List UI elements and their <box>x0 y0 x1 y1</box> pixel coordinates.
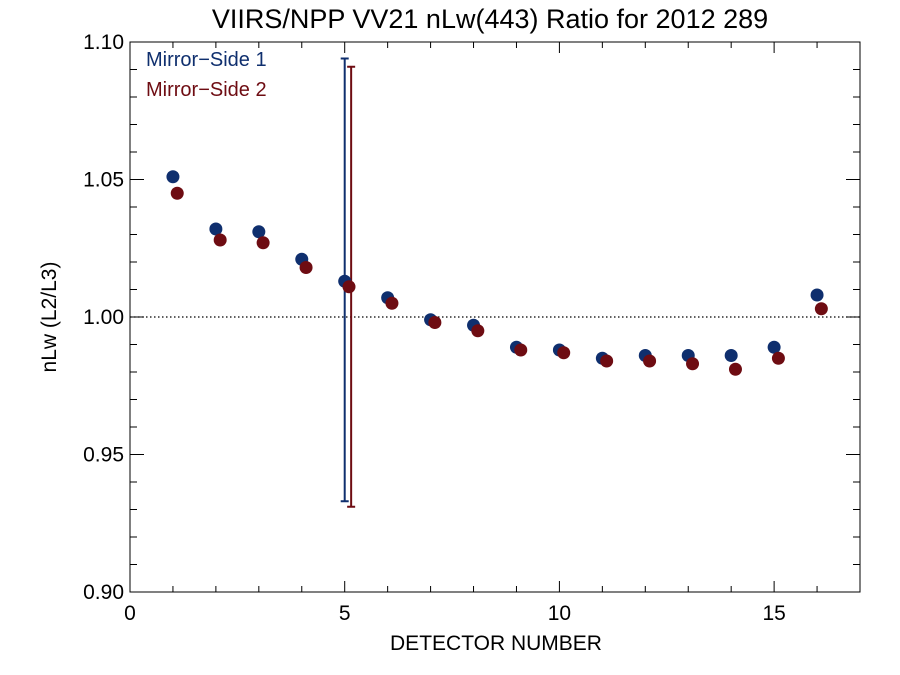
data-point-series-2 <box>814 302 828 316</box>
data-point-series-2 <box>385 296 399 310</box>
data-point-series-2 <box>686 357 700 371</box>
y-tick-label: 1.00 <box>83 306 124 329</box>
legend: Mirror−Side 1 Mirror−Side 2 <box>146 49 267 101</box>
legend-entry-mirror-side-1: Mirror−Side 1 <box>146 49 267 71</box>
y-tick-label: 1.10 <box>83 31 124 54</box>
data-point-series-2 <box>170 186 184 200</box>
y-tick-label: 1.05 <box>83 169 124 192</box>
y-tick-label: 0.95 <box>83 444 124 467</box>
data-points <box>166 170 828 376</box>
x-tick-label: 15 <box>762 602 785 625</box>
axis-ticks: 0 5 10 15 0.90 0.95 1.00 1.05 1.10 <box>83 31 861 625</box>
data-point-series-1 <box>209 222 223 236</box>
data-point-series-1 <box>252 225 266 239</box>
data-point-series-1 <box>724 349 738 362</box>
x-axis-label: DETECTOR NUMBER <box>390 632 602 655</box>
data-point-series-2 <box>342 280 356 294</box>
data-point-series-1 <box>166 170 180 184</box>
data-point-series-2 <box>256 236 270 250</box>
data-point-series-2 <box>600 354 614 368</box>
data-point-series-2 <box>557 346 571 360</box>
y-tick-label: 0.90 <box>83 581 124 604</box>
data-point-series-2 <box>514 343 528 357</box>
y-axis-label: nLw (L2/L3) <box>38 262 61 373</box>
data-point-series-1 <box>810 288 824 302</box>
x-tick-label: 0 <box>124 602 136 625</box>
data-point-series-2 <box>643 354 657 368</box>
legend-entry-mirror-side-2: Mirror−Side 2 <box>146 79 267 101</box>
data-point-series-2 <box>771 351 785 365</box>
data-point-series-2 <box>428 316 442 329</box>
data-point-series-2 <box>471 324 485 338</box>
data-point-series-2 <box>299 261 313 274</box>
data-point-series-1 <box>767 340 781 354</box>
data-point-series-2 <box>728 362 742 376</box>
chart-title: VIIRS/NPP VV21 nLw(443) Ratio for 2012 2… <box>212 4 768 34</box>
x-tick-label: 10 <box>548 602 571 625</box>
data-point-series-2 <box>213 233 227 247</box>
x-tick-label: 5 <box>339 602 351 625</box>
